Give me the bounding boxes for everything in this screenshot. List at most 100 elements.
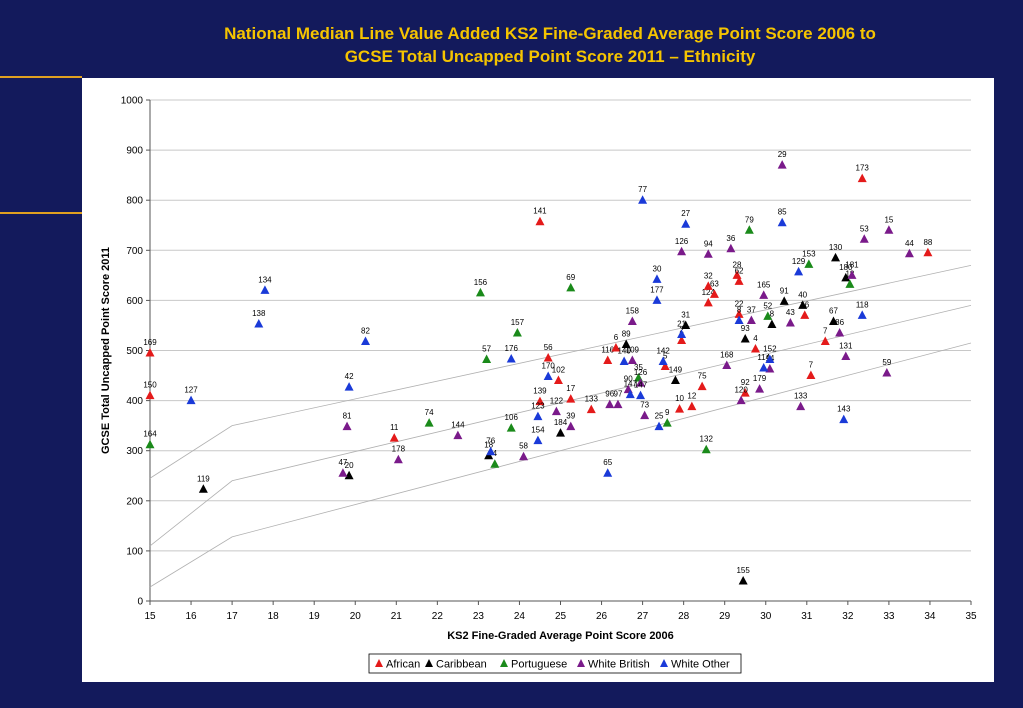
data-point bbox=[884, 225, 894, 234]
data-point bbox=[636, 378, 646, 387]
data-point bbox=[744, 225, 754, 234]
data-point-label: 165 bbox=[757, 280, 771, 289]
data-point-label: 11 bbox=[390, 423, 399, 432]
data-point-label: 133 bbox=[794, 392, 808, 401]
data-point-label: 67 bbox=[829, 306, 838, 315]
data-point bbox=[543, 371, 553, 381]
data-point bbox=[746, 315, 756, 324]
data-point bbox=[453, 430, 463, 440]
data-point-label: 40 bbox=[798, 290, 807, 299]
data-point bbox=[254, 318, 264, 328]
data-point bbox=[605, 399, 615, 409]
data-point-label: 37 bbox=[747, 305, 756, 314]
data-point-label: 114 bbox=[757, 353, 770, 362]
data-point-label: 139 bbox=[533, 387, 547, 396]
x-tick-label: 15 bbox=[144, 611, 156, 622]
decorative-rule-top bbox=[0, 76, 82, 78]
data-point bbox=[543, 353, 553, 362]
data-point-label: 20 bbox=[345, 461, 354, 470]
x-tick-label: 21 bbox=[391, 611, 403, 622]
data-point-label: 44 bbox=[905, 239, 914, 248]
data-point-label: 65 bbox=[603, 458, 612, 467]
x-tick-label: 26 bbox=[596, 611, 608, 622]
data-point-label: 177 bbox=[650, 285, 664, 294]
data-point-label: 122 bbox=[550, 397, 564, 406]
data-point-label: 149 bbox=[669, 366, 683, 375]
data-point bbox=[703, 249, 713, 258]
x-tick-label: 25 bbox=[555, 611, 567, 622]
legend-label: Caribbean bbox=[436, 659, 487, 671]
data-point-label: 131 bbox=[839, 342, 853, 351]
data-point-label: 157 bbox=[511, 318, 525, 327]
data-point-label: 168 bbox=[720, 351, 734, 360]
data-point-label: 142 bbox=[656, 347, 670, 356]
data-point bbox=[486, 446, 496, 456]
x-tick-label: 20 bbox=[350, 611, 362, 622]
data-point bbox=[533, 411, 543, 421]
legend-marker bbox=[577, 659, 585, 667]
data-point-label: 74 bbox=[425, 408, 434, 417]
data-point-label: 47 bbox=[338, 458, 347, 467]
data-point-label: 127 bbox=[184, 386, 198, 395]
data-point-label: 170 bbox=[542, 362, 556, 371]
data-point bbox=[777, 160, 787, 169]
data-point bbox=[779, 296, 789, 305]
data-point-label: 28 bbox=[733, 260, 742, 269]
data-point-label: 35 bbox=[634, 363, 643, 372]
data-point-label: 2 bbox=[679, 325, 684, 334]
data-point-label: 17 bbox=[566, 384, 575, 393]
data-point bbox=[857, 310, 867, 319]
y-tick-label: 600 bbox=[126, 296, 143, 307]
data-point bbox=[857, 173, 867, 183]
median-line bbox=[149, 264, 972, 479]
scatter-chart: 0 100 200 300 400 500 600 700 800 900 1000 15 16 17 18… bbox=[82, 78, 994, 682]
data-point-label: 124 bbox=[702, 288, 716, 297]
data-point-label: 106 bbox=[505, 413, 519, 422]
data-point bbox=[519, 451, 529, 461]
data-point-label: 89 bbox=[622, 329, 631, 338]
data-point bbox=[638, 195, 648, 204]
data-point bbox=[342, 421, 352, 431]
data-point bbox=[750, 343, 760, 353]
data-point-label: 180 bbox=[839, 263, 853, 272]
data-point bbox=[839, 414, 849, 424]
data-point bbox=[654, 421, 664, 431]
x-tick-label: 30 bbox=[760, 611, 772, 622]
data-point-label: 75 bbox=[698, 372, 707, 381]
data-point bbox=[794, 266, 804, 276]
x-tick-label: 27 bbox=[637, 611, 649, 622]
data-point bbox=[681, 219, 691, 228]
x-tick-label: 22 bbox=[432, 611, 444, 622]
data-point-label: 53 bbox=[860, 224, 869, 233]
data-point bbox=[603, 355, 613, 365]
data-point-label: 150 bbox=[143, 381, 157, 390]
data-point bbox=[660, 361, 670, 371]
data-point bbox=[344, 382, 354, 391]
data-point bbox=[627, 355, 637, 365]
data-point-label: 97 bbox=[614, 390, 623, 399]
x-tick-label: 28 bbox=[678, 611, 690, 622]
data-point-label: 7 bbox=[823, 326, 828, 335]
data-point-label: 15 bbox=[884, 215, 893, 224]
slide-title: National Median Line Value Added KS2 Fin… bbox=[80, 22, 1020, 68]
data-point bbox=[670, 375, 680, 385]
y-tick-label: 900 bbox=[126, 146, 143, 157]
data-point-label: 58 bbox=[519, 442, 528, 451]
data-point-label: 4 bbox=[493, 449, 498, 458]
data-point bbox=[785, 317, 795, 327]
y-tick-label: 700 bbox=[126, 246, 143, 257]
data-point-label: 29 bbox=[778, 150, 787, 159]
data-point-label: 181 bbox=[845, 260, 859, 269]
data-point bbox=[533, 435, 543, 445]
data-point bbox=[923, 247, 933, 257]
data-point-label: 79 bbox=[745, 215, 754, 224]
data-point bbox=[740, 388, 750, 397]
data-point-label: 88 bbox=[923, 238, 932, 247]
data-point bbox=[765, 354, 775, 364]
data-point-label: 31 bbox=[681, 310, 690, 319]
data-point-label: 86 bbox=[835, 318, 844, 327]
y-tick-label: 300 bbox=[126, 446, 143, 457]
y-tick-label: 200 bbox=[126, 496, 143, 507]
data-point bbox=[796, 401, 806, 411]
y-tick-label: 100 bbox=[126, 546, 143, 557]
